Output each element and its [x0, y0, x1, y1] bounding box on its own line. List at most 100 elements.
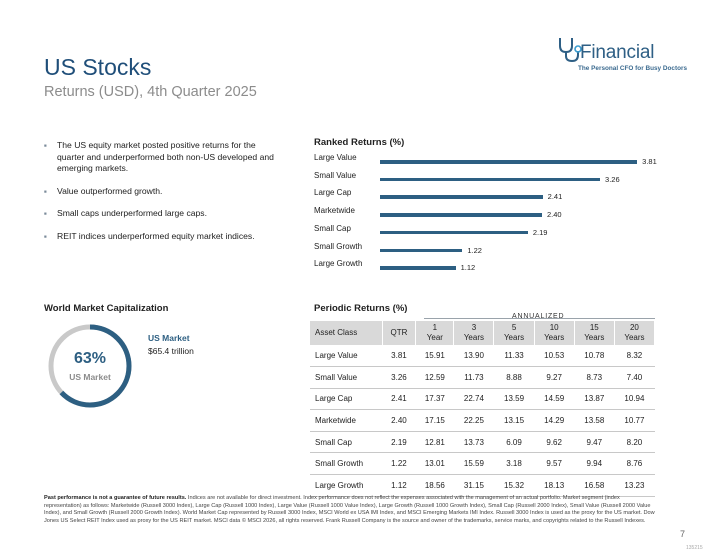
column-header: QTR: [382, 321, 417, 345]
table-row: Large Cap 2.41 17.37 22.74 13.59 14.59 13.87 10…: [310, 388, 655, 411]
return-cell: 15.59: [453, 452, 494, 476]
column-header: 5 Years: [493, 321, 535, 345]
ranked-category-label: Marketwide: [314, 206, 355, 216]
ranked-bar: [380, 213, 542, 217]
return-cell: 13.01: [415, 452, 454, 476]
return-cell: 10.78: [574, 345, 615, 368]
logo-wordmark: Financial: [580, 42, 655, 63]
key-point: Small caps underperformed large caps.: [44, 208, 280, 220]
column-header: 3 Years: [453, 321, 495, 345]
return-cell: 8.20: [614, 431, 655, 454]
return-cell: 13.73: [453, 431, 494, 454]
document-id: 135215: [686, 545, 703, 551]
ranked-row: Large Cap 2.41: [314, 185, 654, 203]
ranked-category-label: Small Value: [314, 170, 357, 180]
column-header: Asset Class: [310, 321, 383, 345]
return-cell: 1.12: [382, 474, 416, 497]
donut-us-segment: [48, 324, 132, 408]
page-number: 7: [680, 529, 686, 539]
world-cap-title: World Market Capitalization: [44, 303, 169, 314]
column-header-line: Years: [544, 333, 565, 342]
page-subtitle: Returns (USD), 4th Quarter 2025: [44, 84, 257, 100]
return-cell: 8.73: [574, 366, 615, 389]
return-cell: 8.88: [493, 366, 535, 389]
return-cell: 13.59: [493, 388, 535, 411]
ranked-category-label: Large Cap: [314, 188, 352, 198]
column-header-line: 1: [432, 323, 438, 332]
key-point: The US equity market posted positive ret…: [44, 140, 280, 175]
annualized-rule: [424, 318, 655, 319]
stethoscope-logo-icon: [559, 38, 582, 63]
return-cell: 11.33: [493, 345, 535, 368]
return-cell: 2.41: [382, 388, 416, 411]
return-cell: 1.22: [382, 452, 416, 476]
asset-class-cell: Large Growth: [310, 474, 382, 497]
page-title: US Stocks: [44, 54, 152, 80]
return-cell: 31.15: [453, 474, 494, 497]
return-cell: 9.62: [534, 431, 575, 454]
return-cell: 14.29: [534, 409, 575, 432]
donut-percent: 63%: [73, 350, 107, 367]
table-header-row: Asset Class QTR 1 Year 3 Years 5 Years 10 Years 15…: [310, 321, 656, 345]
return-cell: 9.57: [534, 452, 575, 476]
return-cell: 9.94: [574, 452, 615, 476]
table-row: Marketwide 2.40 17.15 22.25 13.15 14.29 13.58 1…: [310, 409, 655, 432]
return-cell: 14.59: [534, 388, 575, 411]
return-cell: 10.94: [614, 388, 655, 411]
column-header-line: Years: [503, 333, 525, 342]
ranked-category-label: Small Cap: [314, 223, 351, 233]
key-points-list: The US equity market posted positive ret…: [44, 140, 280, 253]
us-market-legend-title: US Market: [148, 333, 190, 343]
ranked-bar: [380, 160, 638, 164]
market-cap-donut: 63% US Market: [44, 320, 136, 412]
ranked-bar: [380, 230, 528, 235]
logo-tagline: The Personal CFO for Busy Doctors: [578, 65, 688, 72]
column-header-line: 3: [471, 323, 477, 332]
ranked-value-label: 3.81: [642, 157, 657, 166]
column-header: 1 Year: [415, 321, 455, 345]
return-cell: 9.47: [574, 431, 615, 454]
return-cell: 15.32: [493, 474, 535, 497]
return-cell: 17.15: [415, 409, 454, 432]
ranked-value-label: 1.22: [467, 245, 482, 255]
ranked-bar: [380, 248, 463, 252]
return-cell: 2.40: [382, 409, 416, 432]
return-cell: 16.58: [574, 474, 615, 497]
return-cell: 13.58: [574, 409, 615, 432]
footnote-bold: Past performance is not a guarantee of f…: [44, 495, 187, 501]
return-cell: 8.32: [614, 345, 655, 368]
return-cell: 9.27: [534, 366, 575, 389]
ranked-returns-chart: Large Value 3.81 Small Value 3.26 Large Cap 2…: [314, 150, 657, 275]
return-cell: 13.23: [614, 474, 655, 497]
periodic-returns-title: Periodic Returns (%): [314, 303, 408, 314]
table-row: Small Growth 1.22 13.01 15.59 3.18 9.57 9.94 8.…: [310, 452, 655, 476]
return-cell: 13.90: [453, 345, 494, 368]
asset-class-cell: Large Cap: [310, 388, 382, 411]
return-cell: 7.40: [614, 366, 655, 389]
ranked-bar: [380, 266, 456, 270]
ranked-value-label: 2.40: [547, 210, 562, 220]
company-logo: Financial The Personal CFO for Busy Doct…: [556, 32, 688, 76]
column-header: 10 Years: [534, 321, 575, 345]
column-header-line: 10: [549, 323, 559, 332]
column-header-line: 20: [629, 323, 639, 332]
ranked-category-label: Small Growth: [314, 241, 363, 251]
return-cell: 11.73: [453, 366, 494, 389]
return-cell: 10.53: [534, 345, 575, 368]
ranked-value-label: 2.41: [547, 192, 563, 202]
return-cell: 22.25: [453, 409, 494, 432]
asset-class-cell: Small Growth: [310, 452, 382, 476]
ranked-row: Marketwide 2.40: [314, 203, 654, 221]
asset-class-cell: Large Value: [310, 345, 382, 368]
asset-class-cell: Small Cap: [310, 431, 382, 454]
ranked-row: Small Growth 1.22: [314, 239, 654, 257]
us-market-legend-value: $65.4 trillion: [148, 346, 194, 356]
return-cell: 3.81: [382, 345, 416, 368]
table-row: Large Value 3.81 15.91 13.90 11.33 10.53 10.78…: [310, 345, 655, 368]
return-cell: 13.15: [493, 409, 535, 432]
return-cell: 6.09: [493, 431, 535, 454]
column-header-line: Years: [624, 333, 645, 342]
return-cell: 2.19: [382, 431, 416, 454]
column-header: 15 Years: [574, 321, 615, 345]
ranked-row: Large Growth 1.12: [314, 256, 654, 274]
